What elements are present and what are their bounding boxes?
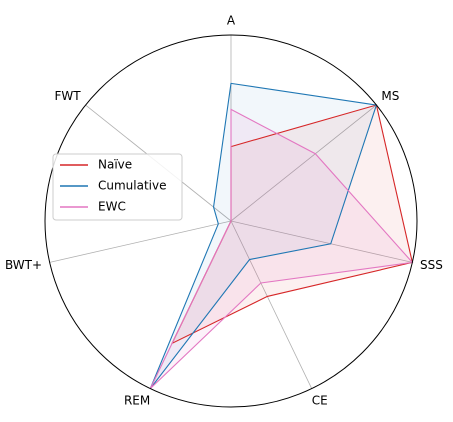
legend: Naïve Cumulative EWC bbox=[52, 153, 183, 221]
outer-circle bbox=[44, 34, 418, 408]
legend-label-na-ve: Naïve bbox=[98, 158, 132, 172]
series-fill-cumulative bbox=[150, 83, 377, 389]
series-line-ewc bbox=[149, 108, 414, 389]
axis-label-fwt: FWT bbox=[55, 89, 82, 103]
axis-label-a: A bbox=[227, 14, 236, 28]
series-line-cumulative bbox=[149, 82, 378, 389]
spoke-sss bbox=[230, 220, 413, 263]
spoke-ms bbox=[230, 104, 377, 222]
series-fill-na-ve bbox=[172, 105, 413, 344]
legend-label-ewc: EWC bbox=[98, 200, 126, 214]
axis-label-sss: SSS bbox=[420, 258, 443, 272]
spoke-ce bbox=[230, 220, 313, 389]
axis-label-ms: MS bbox=[381, 89, 399, 103]
label-layer: A MS SSS CE REM BWT+ FWT bbox=[5, 14, 443, 408]
spoke-bwt bbox=[49, 220, 232, 263]
legend-frame bbox=[52, 153, 183, 221]
axis-label-rem: REM bbox=[124, 394, 150, 408]
axis-label-ce: CE bbox=[312, 394, 328, 408]
series-layer bbox=[149, 82, 414, 389]
legend-label-cumulative: Cumulative bbox=[98, 179, 167, 193]
series-fill-ewc bbox=[150, 109, 413, 389]
axis-label-bwt: BWT+ bbox=[5, 258, 42, 272]
